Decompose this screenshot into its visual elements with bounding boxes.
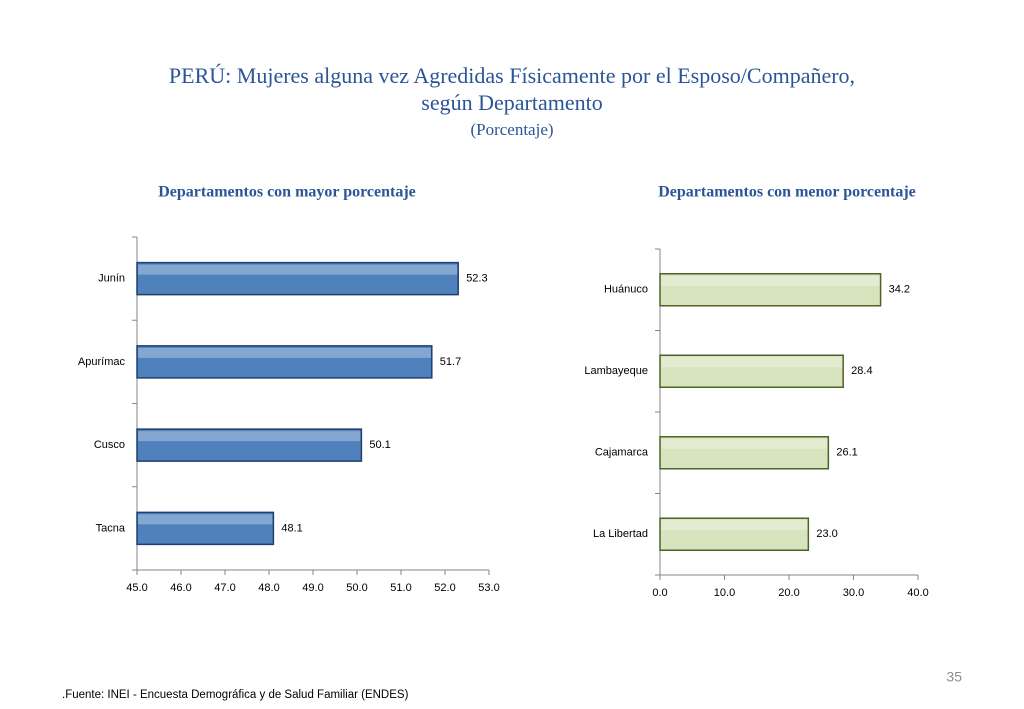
bar [136,511,275,546]
y-tick-label: Junín [98,273,125,285]
y-tick-label: Huánuco [604,284,648,296]
x-tick-label: 53.0 [478,582,499,594]
bar [136,428,363,462]
value-label: 51.7 [440,356,461,368]
x-tick-label: 40.0 [907,587,928,599]
page-number: 35 [946,669,962,685]
x-tick-label: 48.0 [258,582,279,594]
value-label: 48.1 [281,522,302,534]
value-label: 26.1 [836,447,857,459]
slide-subtitle: (Porcentaje) [470,120,553,139]
x-tick-label: 20.0 [778,587,799,599]
y-tick-label: Lambayeque [584,365,648,377]
bar-shine [138,264,458,275]
y-tick-label: La Libertad [593,528,648,540]
value-label: 50.1 [369,439,390,451]
x-tick-label: 47.0 [214,582,235,594]
x-tick-label: 49.0 [302,582,323,594]
x-tick-label: 30.0 [843,587,864,599]
bar-shine [138,431,361,442]
value-label: 52.3 [466,273,487,285]
bar-shine [661,357,843,368]
slide-title: según Departamento [421,90,602,115]
bar-shine [138,514,273,525]
x-tick-label: 51.0 [390,582,411,594]
bar-shine [661,520,808,531]
x-tick-label: 52.0 [434,582,455,594]
bar [136,345,433,379]
value-label: 28.4 [851,365,872,377]
x-tick-label: 46.0 [170,582,191,594]
x-tick-label: 0.0 [652,587,667,599]
y-tick-label: Cusco [94,439,125,451]
chart-title: Departamentos con mayor porcentaje [158,184,416,201]
bar [659,354,844,388]
x-tick-label: 50.0 [346,582,367,594]
bar [659,436,830,470]
y-tick-label: Cajamarca [595,447,649,459]
y-tick-label: Apurímac [78,356,126,368]
source-note: .Fuente: INEI - Encuesta Demográfica y d… [62,689,409,701]
value-label: 23.0 [816,528,837,540]
bar [136,261,459,296]
chart-title: Departamentos con menor porcentaje [658,184,916,201]
bar [659,517,810,551]
bar-shine [138,347,431,358]
x-tick-label: 10.0 [714,587,735,599]
bar-shine [661,438,828,449]
slide-title: PERÚ: Mujeres alguna vez Agredidas Físic… [169,63,855,88]
bar-shine [661,275,880,286]
value-label: 34.2 [889,284,910,296]
x-tick-label: 45.0 [126,582,147,594]
y-tick-label: Tacna [96,522,126,534]
bar [659,273,882,307]
